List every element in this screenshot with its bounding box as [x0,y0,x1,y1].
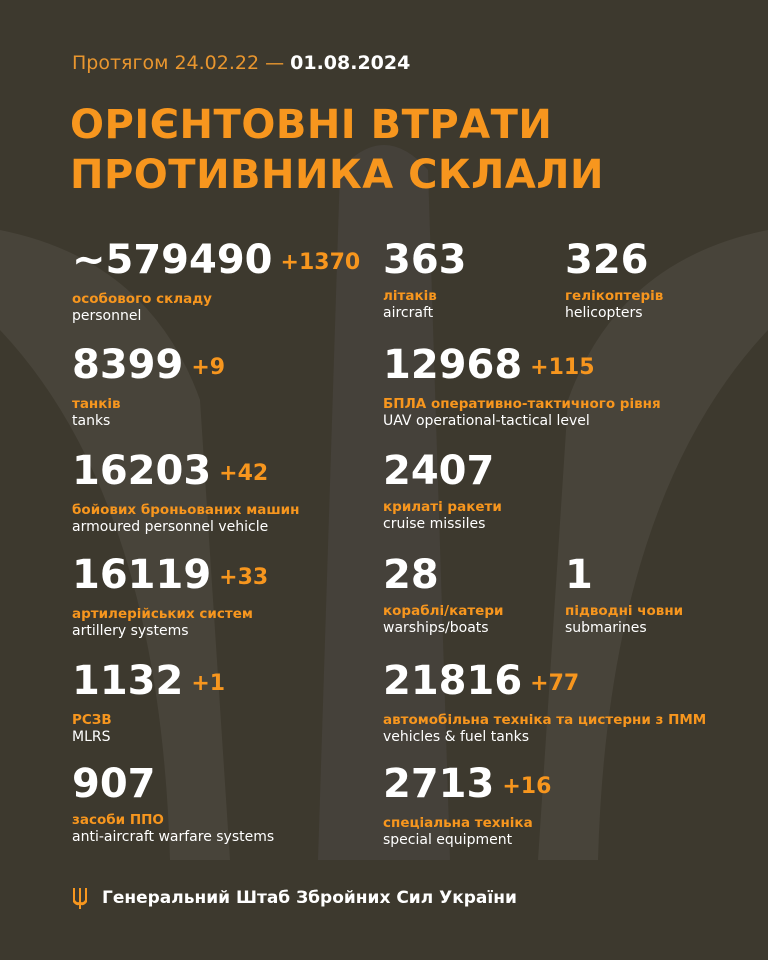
stat-label-ua: бойових броньованих машин [72,502,300,518]
stat-item: 8399 +9 танків tanks [72,343,225,429]
stat-label-en: MLRS [72,729,111,745]
stat-value: 326 [565,237,649,283]
stat-label-ua: БПЛА оперативно-тактичного рівня [383,396,661,412]
stat-number: 1 [565,553,683,597]
stat-item: 28 кораблі/катери warships/boats [383,553,503,636]
footer-text: Генеральний Штаб Збройних Сил України [102,888,517,908]
stat-delta: +42 [219,461,269,486]
date-range: Протягом 24.02.22 — 01.08.2024 [72,52,411,74]
stat-value: 8399 [72,342,184,388]
stat-item: 21816 +77 автомобільна техніка та цистерн… [383,659,706,745]
stat-value: 1132 [72,658,184,704]
stat-value: 16203 [72,448,212,494]
trident-icon [73,888,87,909]
stat-label-ua: гелікоптерів [565,288,664,304]
stat-label-ua: спеціальна техніка [383,815,533,831]
stat-label-ua: крилаті ракети [383,499,502,515]
stat-delta: +9 [191,355,226,380]
stat-item: ~579490 +1370 особового складу personnel [72,238,360,324]
stat-delta: +16 [502,774,552,799]
stat-label-ua: РСЗВ [72,712,112,728]
stat-number: 326 [565,238,663,282]
stat-label-en: special equipment [383,832,513,848]
stat-label-en: submarines [565,620,647,636]
stat-value: 21816 [383,658,523,704]
stat-label-ua: літаків [383,288,437,304]
stat-label-en: vehicles & fuel tanks [383,729,530,745]
stat-number: 8399 +9 [72,343,225,390]
stat-label-ua: засоби ППО [72,812,164,828]
stat-label-en: anti-aircraft warfare systems [72,829,275,845]
stat-value: ~579490 [72,237,273,283]
stat-delta: +77 [530,671,580,696]
stat-value: 16119 [72,552,212,598]
stat-number: 2407 [383,449,502,493]
footer: Генеральний Штаб Збройних Сил України [72,886,517,910]
stat-label-ua: кораблі/катери [383,603,504,619]
stat-value: 907 [72,761,156,807]
page-title: ОРІЄНТОВНІ ВТРАТИ ПРОТИВНИКА СКЛАЛИ [70,102,605,198]
stat-delta: +1 [191,671,226,696]
stat-value: 363 [383,237,467,283]
stat-number: 16119 +33 [72,553,268,600]
stat-delta: +1370 [280,250,361,275]
stat-number: 2713 +16 [383,762,551,809]
stat-value: 2407 [383,448,495,494]
stat-item: 2713 +16 спеціальна техніка special equip… [383,762,551,848]
stat-label-en: helicopters [565,305,643,321]
stat-item: 326 гелікоптерів helicopters [565,238,663,321]
stat-label-en: warships/boats [383,620,489,636]
stat-label-ua: особового складу [72,291,212,307]
stat-item: 16203 +42 бойових броньованих машин armou… [72,449,299,535]
stat-delta: +115 [530,355,595,380]
stat-item: 907 засоби ППО anti-aircraft warfare sys… [72,762,274,845]
stat-item: 1132 +1 РСЗВ MLRS [72,659,225,745]
stat-label-en: cruise missiles [383,516,486,532]
stat-item: 12968 +115 БПЛА оперативно-тактичного рів… [383,343,661,429]
stat-number: 21816 +77 [383,659,706,706]
stat-number: ~579490 +1370 [72,238,360,285]
stat-value: 12968 [383,342,523,388]
stat-value: 2713 [383,761,495,807]
stat-label-en: personnel [72,308,142,324]
stat-value: 28 [383,552,439,598]
stat-delta: +33 [219,565,269,590]
stat-label-en: UAV operational-tactical level [383,413,590,429]
stat-value: 1 [565,552,593,598]
stat-number: 28 [383,553,503,597]
stat-label-en: tanks [72,413,111,429]
stat-number: 16203 +42 [72,449,299,496]
stat-number: 12968 +115 [383,343,661,390]
stat-label-ua: підводні човни [565,603,684,619]
stat-item: 16119 +33 артилерійських систем artillery… [72,553,268,639]
stat-label-ua: автомобільна техніка та цистерни з ПММ [383,712,707,728]
stat-item: 2407 крилаті ракети cruise missiles [383,449,502,532]
stat-label-ua: танків [72,396,121,412]
stat-number: 363 [383,238,467,282]
stat-label-ua: артилерійських систем [72,606,253,622]
stat-item: 1 підводні човни submarines [565,553,683,636]
stat-number: 907 [72,762,274,806]
stat-item: 363 літаків aircraft [383,238,467,321]
stat-label-en: aircraft [383,305,434,321]
stat-number: 1132 +1 [72,659,225,706]
stat-label-en: armoured personnel vehicle [72,519,269,535]
stat-label-en: artillery systems [72,623,189,639]
